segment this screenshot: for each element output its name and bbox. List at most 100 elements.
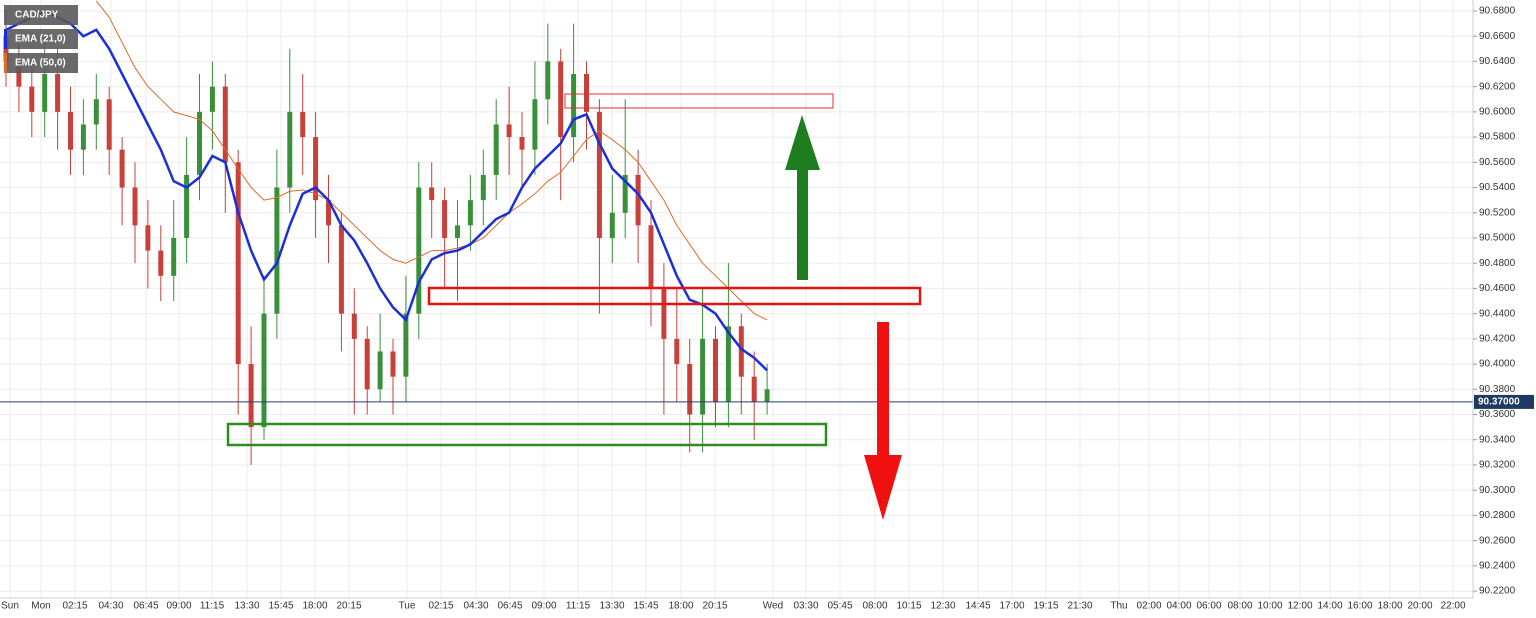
candle-body <box>300 111 306 138</box>
x-tick-label: 06:45 <box>133 601 158 612</box>
x-tick-label: 05:45 <box>827 601 852 612</box>
candle-body <box>596 111 602 238</box>
axes: Sun Mon 02:15 04:30 06:45 09:00 11:15 13:30 15:4… <box>1 6 1534 612</box>
x-tick-label: 12:30 <box>930 601 955 612</box>
x-tick-label: 17:00 <box>999 601 1024 612</box>
y-tick-label: 90.2800 <box>1479 510 1516 521</box>
x-tick-label: 15:45 <box>633 601 658 612</box>
legend-swatch <box>4 53 7 73</box>
candle-body <box>248 364 254 428</box>
candle-body <box>519 137 525 150</box>
x-tick-label: 09:00 <box>166 601 191 612</box>
candle-body <box>106 99 112 150</box>
last-price-box <box>1474 394 1534 409</box>
candle-body <box>93 99 99 125</box>
y-tick-label: 90.4000 <box>1479 359 1516 370</box>
x-tick-label: 04:30 <box>98 601 123 612</box>
candle-body <box>751 376 757 402</box>
candle-body <box>738 326 744 377</box>
candle-body <box>222 86 228 163</box>
x-tick-label: 04:00 <box>1166 601 1191 612</box>
x-tick-label: Sun <box>1 601 19 612</box>
x-tick-label: Tue <box>399 601 416 612</box>
x-tick-label: 13:30 <box>234 601 259 612</box>
candle-body <box>351 313 357 339</box>
y-tick-label: 90.4200 <box>1479 333 1516 344</box>
candle-body <box>480 174 486 201</box>
candle-body <box>506 124 512 138</box>
resistance-box <box>564 93 834 109</box>
candle-body <box>158 250 164 276</box>
candle-body <box>764 389 770 402</box>
candle-body <box>403 313 409 377</box>
y-tick-label: 90.4600 <box>1479 283 1516 294</box>
x-tick-label: 13:30 <box>599 601 624 612</box>
x-tick-label: 20:00 <box>1407 601 1432 612</box>
candle-body <box>622 174 628 213</box>
candle-body <box>442 200 448 238</box>
down-arrow <box>864 322 902 520</box>
y-tick-label: 90.3000 <box>1479 485 1516 496</box>
candle-body <box>558 61 564 138</box>
x-tick-label: 10:00 <box>1257 601 1282 612</box>
candle-body <box>416 187 422 314</box>
x-tick-label: 06:00 <box>1196 601 1221 612</box>
x-tick-label: 20:15 <box>702 601 727 612</box>
x-tick-label: Thu <box>1110 601 1127 612</box>
up-arrow <box>785 115 820 280</box>
grid <box>0 0 1473 598</box>
legend-swatch <box>4 29 7 49</box>
candle-body <box>674 338 680 365</box>
y-tick-label: 90.3600 <box>1479 409 1516 420</box>
candle-body <box>132 187 138 226</box>
resistance-box <box>427 286 922 306</box>
x-tick-label: Wed <box>763 601 783 612</box>
y-tick-label: 90.2600 <box>1479 535 1516 546</box>
candle-body <box>725 326 731 402</box>
candle-body <box>455 225 460 238</box>
candle-body <box>635 174 641 226</box>
x-tick-label: 19:15 <box>1033 601 1058 612</box>
y-tick-label: 90.6000 <box>1479 106 1516 117</box>
x-tick-label: 02:00 <box>1136 601 1161 612</box>
legend-box <box>4 29 78 49</box>
x-tick-label: 08:00 <box>1227 601 1252 612</box>
y-tick-label: 90.5800 <box>1479 132 1516 143</box>
x-tick-label: 02:15 <box>62 601 87 612</box>
x-tick-label: 06:45 <box>497 601 522 612</box>
ema-line <box>5 9 768 372</box>
candle-body <box>42 74 48 112</box>
support-box <box>226 422 828 447</box>
legend-box <box>4 5 78 25</box>
x-tick-label: 16:00 <box>1347 601 1372 612</box>
x-tick-label: 04:30 <box>463 601 488 612</box>
plot <box>0 0 1473 465</box>
candle-body <box>326 200 331 226</box>
x-tick-label: 18:00 <box>302 601 327 612</box>
candle-body <box>287 111 293 188</box>
last-price-label: 90.37000 <box>1478 397 1520 408</box>
candle-body <box>338 225 344 314</box>
x-tick-label: 22:00 <box>1440 601 1465 612</box>
x-tick-label: 10:15 <box>896 601 921 612</box>
x-tick-label: 14:45 <box>965 601 990 612</box>
x-tick-label: 18:00 <box>668 601 693 612</box>
candle-body <box>532 99 538 150</box>
candle-body <box>571 74 577 138</box>
candle-body <box>119 149 125 188</box>
y-tick-label: 90.4400 <box>1479 308 1516 319</box>
x-tick-label: 11:15 <box>566 601 591 612</box>
y-tick-label: 90.2400 <box>1479 560 1516 571</box>
x-tick-label: 11:15 <box>200 601 225 612</box>
legend-label: EMA (50,0) <box>15 58 66 69</box>
candle-body <box>377 351 383 390</box>
y-tick-label: 90.3800 <box>1479 384 1516 395</box>
legend: CAD/JPY EMA (21,0) EMA (50,0) <box>4 5 78 73</box>
candle-body <box>145 225 151 251</box>
y-tick-label: 90.5000 <box>1479 233 1516 244</box>
x-tick-label: 20:15 <box>336 601 361 612</box>
candle-body <box>16 61 22 87</box>
x-tick-label: 18:00 <box>1377 601 1402 612</box>
candle-body <box>545 61 551 100</box>
